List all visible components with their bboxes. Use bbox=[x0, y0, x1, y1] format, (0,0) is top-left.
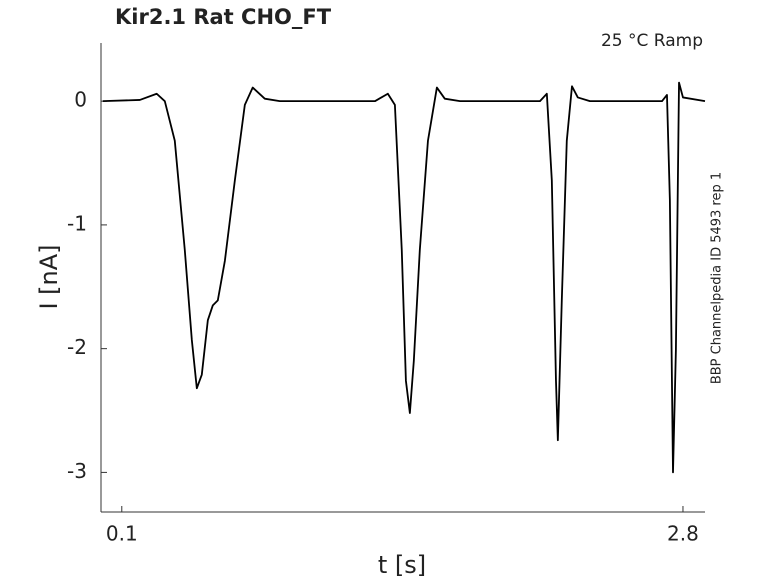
x-tick-label: 2.8 bbox=[667, 522, 699, 546]
chart-title: Kir2.1 Rat CHO_FT bbox=[115, 5, 332, 29]
side-note: BBP Channelpedia ID 5493 rep 1 bbox=[710, 172, 725, 384]
x-tick-label: 0.1 bbox=[106, 522, 138, 546]
y-tick-label: -1 bbox=[67, 211, 87, 235]
chart-subtitle: 25 °C Ramp bbox=[601, 31, 703, 51]
y-tick-label: -3 bbox=[67, 459, 87, 483]
y-tick-label: 0 bbox=[74, 88, 87, 112]
x-axis-label: t [s] bbox=[378, 551, 426, 579]
y-axis-label: I [nA] bbox=[35, 244, 63, 309]
y-tick-label: -2 bbox=[67, 335, 87, 359]
trace-line bbox=[102, 81, 706, 474]
